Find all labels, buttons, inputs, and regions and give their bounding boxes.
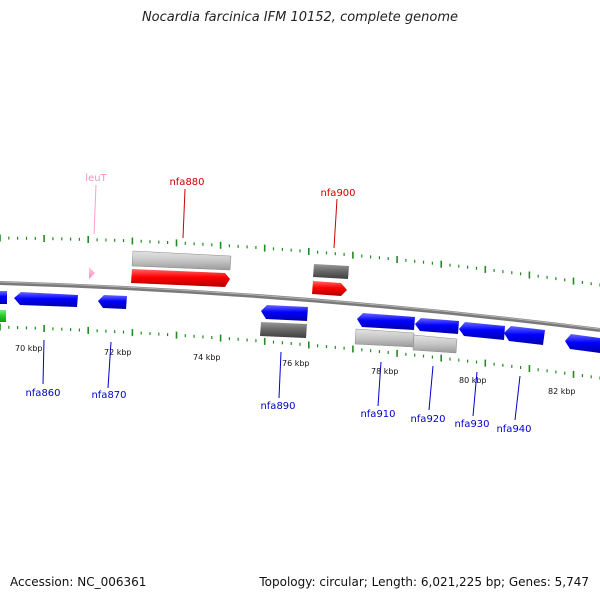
gene-label-nfa940[interactable]: nfa940 bbox=[496, 424, 531, 435]
gene-feature-nfa900-cds[interactable] bbox=[312, 281, 347, 296]
inner-tick-row bbox=[0, 323, 600, 380]
gene-label-nfa930[interactable]: nfa930 bbox=[454, 419, 489, 430]
scale-label: 70 kbp bbox=[15, 344, 43, 353]
gene-label-nfa900[interactable]: nfa900 bbox=[320, 188, 355, 199]
gene-feature-nfa890-rna[interactable] bbox=[260, 322, 307, 338]
gene-label-nfa920[interactable]: nfa920 bbox=[410, 414, 445, 425]
gene-feature-nfa860[interactable] bbox=[14, 292, 78, 307]
gene-feature-nfa870[interactable] bbox=[98, 295, 127, 309]
gene-feature-track bbox=[0, 250, 600, 354]
gene-feature-nfa930[interactable] bbox=[459, 322, 505, 340]
gene-feature-nfa920-cds[interactable] bbox=[415, 318, 459, 334]
genome-backbone-highlight bbox=[0, 281, 600, 330]
gene-feature-nfa880-rna[interactable] bbox=[131, 250, 232, 271]
genome-backbone bbox=[0, 281, 600, 332]
gene-feature-nfa910-cds[interactable] bbox=[357, 313, 415, 330]
label-leader-lines bbox=[42, 184, 521, 421]
topology-text: Topology: circular; Length: 6,021,225 bp… bbox=[259, 575, 589, 589]
gene-label-nfa870[interactable]: nfa870 bbox=[91, 390, 126, 401]
gene-feature-nfa890-cds[interactable] bbox=[261, 305, 308, 321]
scale-label: 76 kbp bbox=[282, 359, 310, 368]
accession-text: Accession: NC_006361 bbox=[10, 575, 147, 589]
gene-feature-nfa920-rna[interactable] bbox=[412, 334, 458, 354]
gene-label-nfa880[interactable]: nfa880 bbox=[169, 177, 204, 188]
gene-feature-nfa910-rna[interactable] bbox=[354, 328, 415, 348]
gene-feature-left-edge-cds[interactable] bbox=[0, 291, 7, 304]
gene-label-nfa890[interactable]: nfa890 bbox=[260, 401, 295, 412]
outer-tick-row bbox=[0, 234, 600, 287]
gene-label-nfa910[interactable]: nfa910 bbox=[360, 409, 395, 420]
rna-feature-left-edge[interactable] bbox=[0, 310, 6, 322]
gene-labels: leuT nfa880 nfa900 nfa860 nfa870 nfa890 … bbox=[25, 173, 531, 435]
map-title: Nocardia farcinica IFM 10152, complete g… bbox=[141, 10, 459, 25]
scale-label: 78 kbp bbox=[371, 367, 399, 376]
gene-feature-nfa940[interactable] bbox=[504, 326, 545, 345]
gene-label-leut[interactable]: leuT bbox=[85, 173, 107, 184]
scale-label: 82 kbp bbox=[548, 387, 576, 396]
trna-feature-leut[interactable] bbox=[89, 267, 95, 279]
scale-label: 72 kbp bbox=[104, 348, 132, 357]
gene-label-nfa860[interactable]: nfa860 bbox=[25, 388, 60, 399]
scale-labels: 70 kbp 72 kbp 74 kbp 76 kbp 78 kbp 80 kb… bbox=[15, 344, 576, 396]
scale-label: 80 kbp bbox=[459, 376, 487, 385]
scale-label: 74 kbp bbox=[193, 353, 221, 362]
gene-feature-nfa900-rna[interactable] bbox=[313, 264, 349, 279]
gene-feature-right-edge-cds[interactable] bbox=[565, 334, 600, 353]
gene-feature-nfa880-cds[interactable] bbox=[131, 269, 230, 287]
